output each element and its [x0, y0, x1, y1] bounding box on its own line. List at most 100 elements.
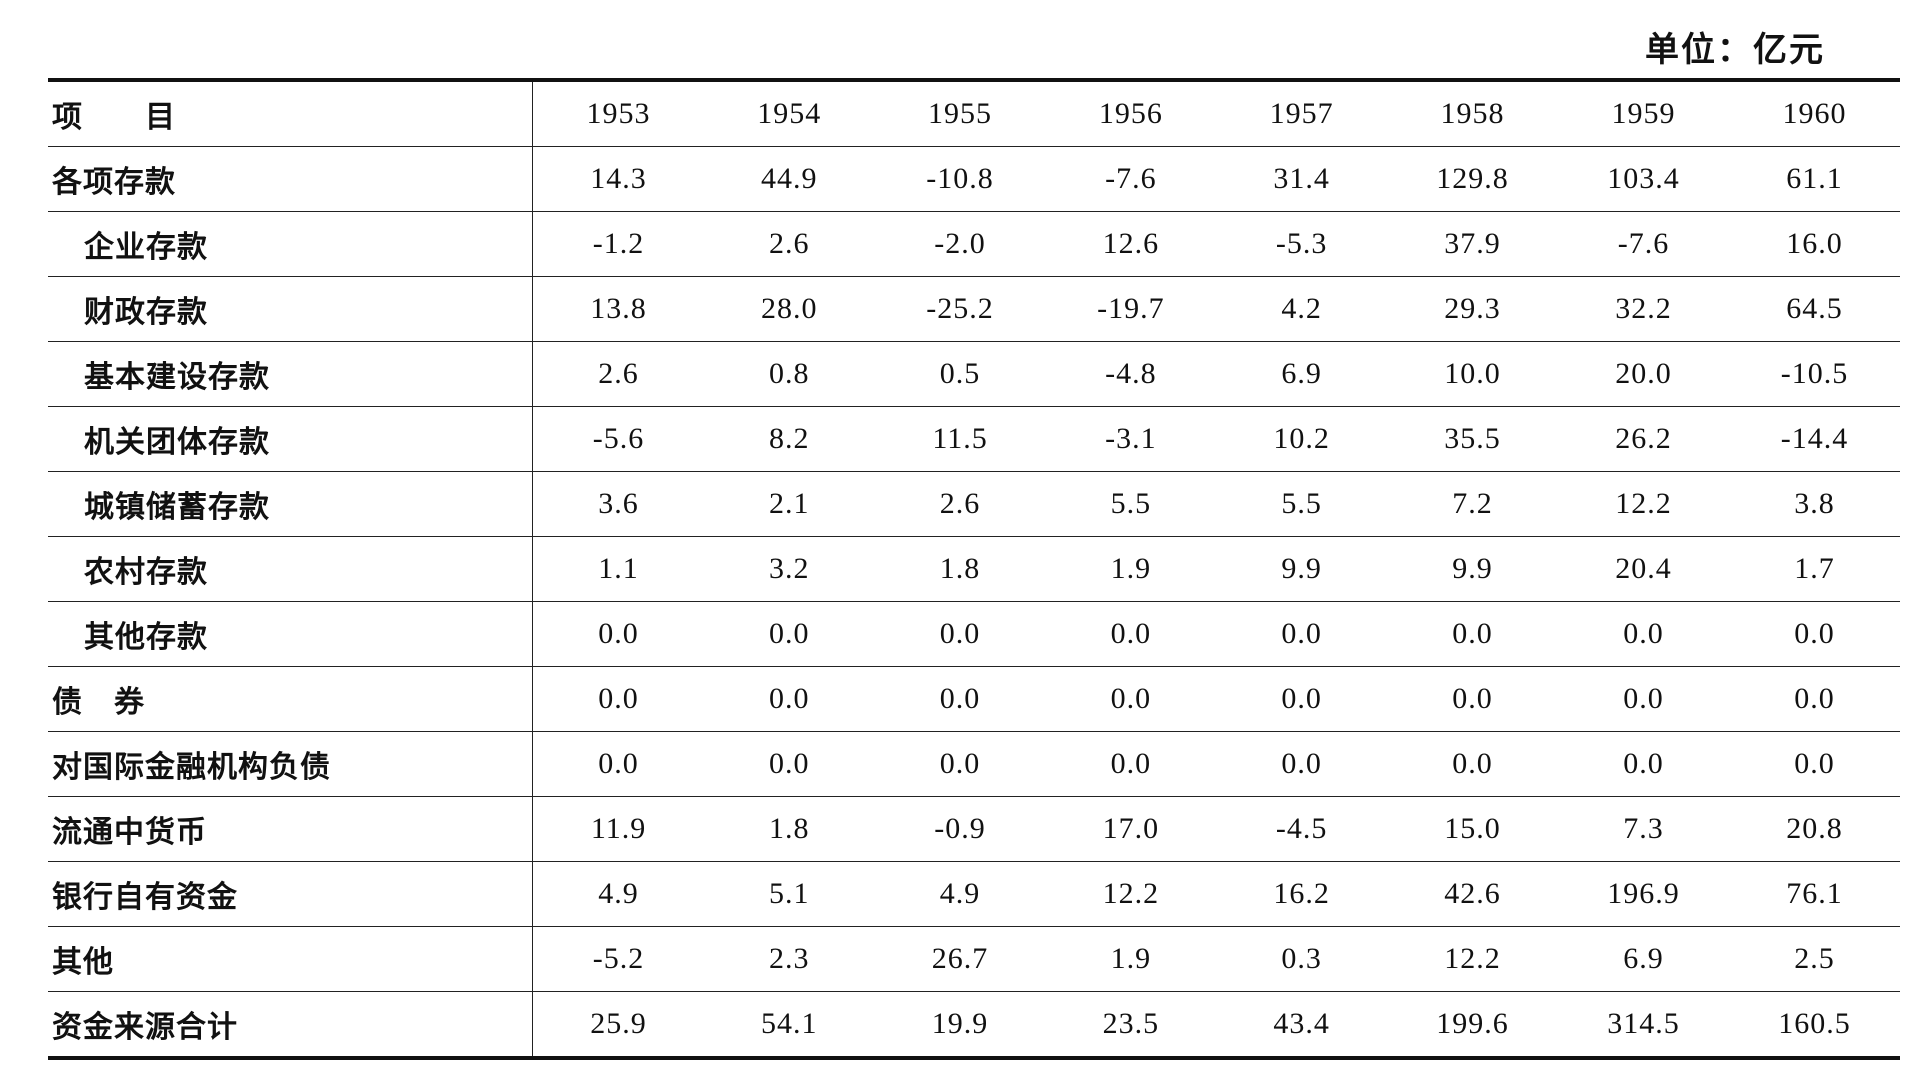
cell-value: 0.0 [703, 601, 875, 667]
cell-value: 14.3 [532, 146, 704, 212]
row-label: 财政存款 [48, 276, 534, 342]
cell-value: 17.0 [1045, 796, 1217, 862]
row-label: 其他 [48, 926, 534, 992]
cell-value: 2.6 [874, 471, 1046, 537]
cell-value: 0.0 [532, 731, 704, 797]
cell-value: 0.0 [532, 666, 704, 732]
cell-value: 5.1 [703, 861, 875, 927]
cell-value: -10.8 [874, 146, 1046, 212]
table-row: 机关团体存款 -5.6 8.2 11.5 -3.1 10.2 35.5 26.2 -14.4 [48, 406, 1900, 472]
table-row: 资金来源合计 25.9 54.1 19.9 23.5 43.4 199.6 314.5 160.… [48, 991, 1900, 1060]
cell-value: -25.2 [874, 276, 1046, 342]
cell-value: -4.8 [1045, 341, 1217, 407]
cell-value: 43.4 [1216, 991, 1388, 1060]
cell-value: 196.9 [1558, 861, 1729, 927]
cell-value: 0.0 [1216, 731, 1388, 797]
cell-value: 4.2 [1216, 276, 1388, 342]
table-row: 企业存款 -1.2 2.6 -2.0 12.6 -5.3 37.9 -7.6 16.0 [48, 211, 1900, 277]
cell-value: 1.7 [1728, 536, 1900, 602]
cell-value: 1.8 [703, 796, 875, 862]
cell-value: -7.6 [1558, 211, 1729, 277]
table-row: 其他 -5.2 2.3 26.7 1.9 0.3 12.2 6.9 2.5 [48, 926, 1900, 992]
cell-value: 4.9 [874, 861, 1046, 927]
cell-value: 16.0 [1728, 211, 1900, 277]
header-label: 项 目 [48, 78, 534, 147]
header-row: 项 目 1953 1954 1955 1956 1957 1958 1959 1960 [48, 78, 1900, 147]
cell-value: 7.2 [1387, 471, 1558, 537]
cell-value: 1.9 [1045, 926, 1217, 992]
header-year: 1955 [874, 78, 1046, 147]
table-row: 城镇储蓄存款 3.6 2.1 2.6 5.5 5.5 7.2 12.2 3.8 [48, 471, 1900, 537]
cell-value: 35.5 [1387, 406, 1558, 472]
cell-value: 0.0 [1728, 731, 1900, 797]
cell-value: 0.0 [874, 601, 1046, 667]
header-year: 1953 [532, 78, 704, 147]
cell-value: 5.5 [1045, 471, 1217, 537]
row-label: 银行自有资金 [48, 861, 534, 927]
cell-value: 0.0 [1728, 666, 1900, 732]
cell-value: 20.8 [1728, 796, 1900, 862]
cell-value: 31.4 [1216, 146, 1388, 212]
cell-value: 0.0 [703, 666, 875, 732]
row-label: 各项存款 [48, 146, 534, 212]
cell-value: 61.1 [1728, 146, 1900, 212]
table-row: 对国际金融机构负债 0.0 0.0 0.0 0.0 0.0 0.0 0.0 0.0 [48, 731, 1900, 797]
cell-value: 16.2 [1216, 861, 1388, 927]
cell-value: -3.1 [1045, 406, 1217, 472]
table-body: 各项存款 14.3 44.9 -10.8 -7.6 31.4 129.8 103.4 61.1 企… [48, 146, 1900, 1060]
cell-value: 160.5 [1728, 991, 1900, 1060]
row-label: 其他存款 [48, 601, 534, 667]
cell-value: -2.0 [874, 211, 1046, 277]
cell-value: 6.9 [1216, 341, 1388, 407]
cell-value: 32.2 [1558, 276, 1729, 342]
cell-value: 10.2 [1216, 406, 1388, 472]
row-label: 农村存款 [48, 536, 534, 602]
table-row: 财政存款 13.8 28.0 -25.2 -19.7 4.2 29.3 32.2 64.5 [48, 276, 1900, 342]
cell-value: 76.1 [1728, 861, 1900, 927]
row-label: 基本建设存款 [48, 341, 534, 407]
header-year: 1958 [1387, 78, 1558, 147]
cell-value: 3.2 [703, 536, 875, 602]
cell-value: -10.5 [1728, 341, 1900, 407]
cell-value: 129.8 [1387, 146, 1558, 212]
cell-value: 0.3 [1216, 926, 1388, 992]
cell-value: -4.5 [1216, 796, 1388, 862]
cell-value: 0.0 [1045, 731, 1217, 797]
row-label: 机关团体存款 [48, 406, 534, 472]
header-year: 1959 [1558, 78, 1729, 147]
cell-value: 37.9 [1387, 211, 1558, 277]
cell-value: 0.0 [1045, 601, 1217, 667]
cell-value: 0.0 [1387, 666, 1558, 732]
cell-value: 26.2 [1558, 406, 1729, 472]
cell-value: 0.0 [532, 601, 704, 667]
cell-value: 0.5 [874, 341, 1046, 407]
cell-value: 8.2 [703, 406, 875, 472]
cell-value: 2.6 [532, 341, 704, 407]
cell-value: 0.0 [1728, 601, 1900, 667]
cell-value: 15.0 [1387, 796, 1558, 862]
cell-value: 11.5 [874, 406, 1046, 472]
row-label: 城镇储蓄存款 [48, 471, 534, 537]
table-row: 各项存款 14.3 44.9 -10.8 -7.6 31.4 129.8 103.4 61.1 [48, 146, 1900, 212]
table-row: 债 券 0.0 0.0 0.0 0.0 0.0 0.0 0.0 0.0 [48, 666, 1900, 732]
cell-value: 4.9 [532, 861, 704, 927]
cell-value: 0.0 [1558, 666, 1729, 732]
cell-value: 0.0 [703, 731, 875, 797]
cell-value: 0.0 [1558, 601, 1729, 667]
cell-value: 9.9 [1216, 536, 1388, 602]
cell-value: 19.9 [874, 991, 1046, 1060]
cell-value: 26.7 [874, 926, 1046, 992]
cell-value: 5.5 [1216, 471, 1388, 537]
table-row: 流通中货币 11.9 1.8 -0.9 17.0 -4.5 15.0 7.3 20.8 [48, 796, 1900, 862]
cell-value: 12.2 [1558, 471, 1729, 537]
cell-value: -0.9 [874, 796, 1046, 862]
cell-value: 314.5 [1558, 991, 1729, 1060]
cell-value: 0.0 [874, 666, 1046, 732]
cell-value: 20.4 [1558, 536, 1729, 602]
cell-value: 2.5 [1728, 926, 1900, 992]
cell-value: 0.0 [1045, 666, 1217, 732]
cell-value: 1.9 [1045, 536, 1217, 602]
cell-value: 2.1 [703, 471, 875, 537]
header-year: 1957 [1216, 78, 1388, 147]
unit-label: 单位：亿元 [1645, 32, 1825, 69]
